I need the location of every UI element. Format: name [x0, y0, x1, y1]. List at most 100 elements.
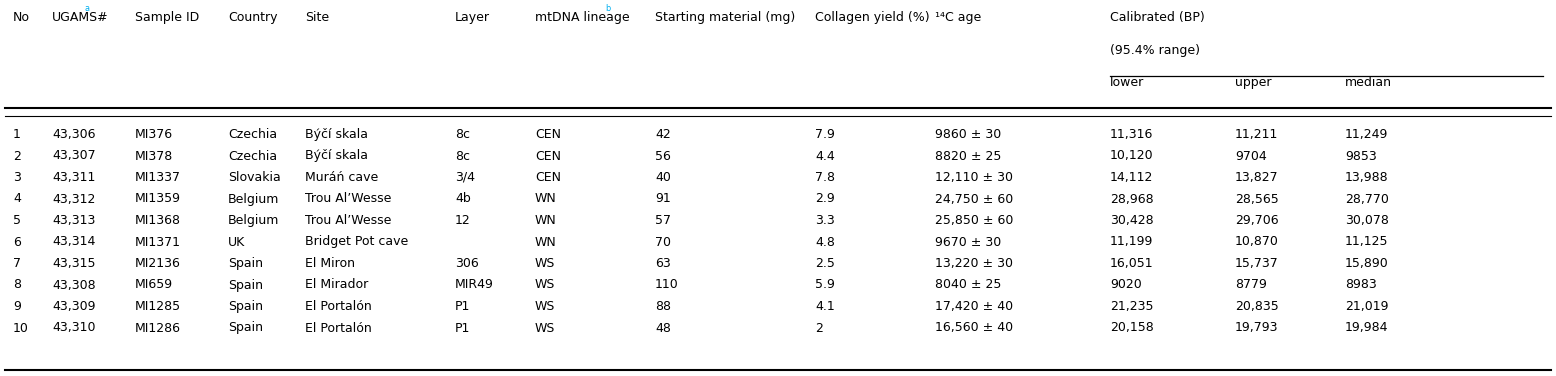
Text: 70: 70 [655, 235, 671, 249]
Text: 3/4: 3/4 [454, 171, 475, 184]
Text: 88: 88 [655, 300, 671, 313]
Text: 4.1: 4.1 [815, 300, 834, 313]
Text: b: b [605, 4, 610, 13]
Text: 2: 2 [815, 321, 823, 335]
Text: Býčí skala: Býčí skala [305, 150, 369, 162]
Text: 8820 ± 25: 8820 ± 25 [935, 150, 1002, 162]
Text: WN: WN [535, 193, 557, 206]
Text: 4b: 4b [454, 193, 471, 206]
Text: 2.9: 2.9 [815, 193, 834, 206]
Text: 13,220 ± 30: 13,220 ± 30 [935, 257, 1013, 270]
Text: 43,315: 43,315 [51, 257, 95, 270]
Text: upper: upper [1235, 76, 1271, 89]
Text: Country: Country [229, 11, 277, 24]
Text: Spain: Spain [229, 279, 263, 291]
Text: 5: 5 [12, 214, 20, 227]
Text: 19,793: 19,793 [1235, 321, 1279, 335]
Text: 11,211: 11,211 [1235, 128, 1279, 141]
Text: 40: 40 [655, 171, 671, 184]
Text: 17,420 ± 40: 17,420 ± 40 [935, 300, 1013, 313]
Text: 10,870: 10,870 [1235, 235, 1279, 249]
Text: 16,560 ± 40: 16,560 ± 40 [935, 321, 1013, 335]
Text: CEN: CEN [535, 128, 562, 141]
Text: 63: 63 [655, 257, 671, 270]
Text: 11,199: 11,199 [1109, 235, 1153, 249]
Text: 13,827: 13,827 [1235, 171, 1279, 184]
Text: Collagen yield (%): Collagen yield (%) [815, 11, 929, 24]
Text: Býčí skala: Býčí skala [305, 128, 369, 141]
Text: 4.8: 4.8 [815, 235, 836, 249]
Text: UGAMS#: UGAMS# [51, 11, 109, 24]
Text: 4.4: 4.4 [815, 150, 834, 162]
Text: MI2136: MI2136 [135, 257, 180, 270]
Text: MI376: MI376 [135, 128, 173, 141]
Text: mtDNA lineage: mtDNA lineage [535, 11, 630, 24]
Text: 43,311: 43,311 [51, 171, 95, 184]
Text: 28,968: 28,968 [1109, 193, 1153, 206]
Text: WS: WS [535, 279, 555, 291]
Text: 11,125: 11,125 [1344, 235, 1388, 249]
Text: Belgium: Belgium [229, 214, 280, 227]
Text: 9853: 9853 [1344, 150, 1377, 162]
Text: 9704: 9704 [1235, 150, 1267, 162]
Text: Czechia: Czechia [229, 150, 277, 162]
Text: MI1337: MI1337 [135, 171, 180, 184]
Text: 2.5: 2.5 [815, 257, 836, 270]
Text: lower: lower [1109, 76, 1144, 89]
Text: CEN: CEN [535, 171, 562, 184]
Text: 15,737: 15,737 [1235, 257, 1279, 270]
Text: MI1368: MI1368 [135, 214, 180, 227]
Text: 43,313: 43,313 [51, 214, 95, 227]
Text: 8983: 8983 [1344, 279, 1377, 291]
Text: ¹⁴C age: ¹⁴C age [935, 11, 982, 24]
Text: 10,120: 10,120 [1109, 150, 1153, 162]
Text: 30,078: 30,078 [1344, 214, 1390, 227]
Text: El Portalón: El Portalón [305, 300, 372, 313]
Text: 8: 8 [12, 279, 20, 291]
Text: Spain: Spain [229, 321, 263, 335]
Text: 21,235: 21,235 [1109, 300, 1153, 313]
Text: Starting material (mg): Starting material (mg) [655, 11, 795, 24]
Text: 43,308: 43,308 [51, 279, 95, 291]
Text: Czechia: Czechia [229, 128, 277, 141]
Text: 57: 57 [655, 214, 671, 227]
Text: (95.4% range): (95.4% range) [1109, 44, 1200, 57]
Text: Trou Al’Wesse: Trou Al’Wesse [305, 193, 392, 206]
Text: MI1285: MI1285 [135, 300, 180, 313]
Text: El Miron: El Miron [305, 257, 355, 270]
Text: 21,019: 21,019 [1344, 300, 1388, 313]
Text: No: No [12, 11, 30, 24]
Text: Belgium: Belgium [229, 193, 280, 206]
Text: 9670 ± 30: 9670 ± 30 [935, 235, 1001, 249]
Text: 43,306: 43,306 [51, 128, 95, 141]
Text: P1: P1 [454, 300, 470, 313]
Text: 56: 56 [655, 150, 671, 162]
Text: WS: WS [535, 300, 555, 313]
Text: 4: 4 [12, 193, 20, 206]
Text: WN: WN [535, 235, 557, 249]
Text: 20,835: 20,835 [1235, 300, 1279, 313]
Text: 29,706: 29,706 [1235, 214, 1279, 227]
Text: Slovakia: Slovakia [229, 171, 280, 184]
Text: 25,850 ± 60: 25,850 ± 60 [935, 214, 1013, 227]
Text: Trou Al’Wesse: Trou Al’Wesse [305, 214, 392, 227]
Text: Layer: Layer [454, 11, 490, 24]
Text: Muráń cave: Muráń cave [305, 171, 378, 184]
Text: 14,112: 14,112 [1109, 171, 1153, 184]
Text: Site: Site [305, 11, 330, 24]
Text: 9860 ± 30: 9860 ± 30 [935, 128, 1001, 141]
Text: MI1286: MI1286 [135, 321, 180, 335]
Text: 43,314: 43,314 [51, 235, 95, 249]
Text: Bridget Pot cave: Bridget Pot cave [305, 235, 408, 249]
Text: 8c: 8c [454, 128, 470, 141]
Text: 8040 ± 25: 8040 ± 25 [935, 279, 1002, 291]
Text: El Portalón: El Portalón [305, 321, 372, 335]
Text: El Mirador: El Mirador [305, 279, 369, 291]
Text: 3.3: 3.3 [815, 214, 834, 227]
Text: 7.9: 7.9 [815, 128, 836, 141]
Text: 15,890: 15,890 [1344, 257, 1390, 270]
Text: 5.9: 5.9 [815, 279, 836, 291]
Text: 9020: 9020 [1109, 279, 1142, 291]
Text: WN: WN [535, 214, 557, 227]
Text: 12,110 ± 30: 12,110 ± 30 [935, 171, 1013, 184]
